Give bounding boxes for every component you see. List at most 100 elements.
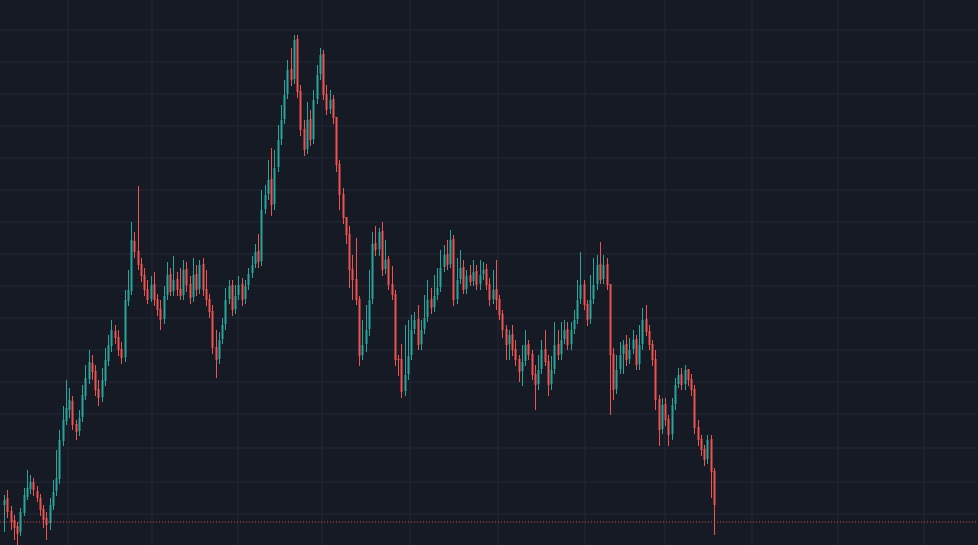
- candle-body: [280, 120, 283, 139]
- candle-body: [518, 359, 521, 372]
- candle: [622, 340, 625, 374]
- candle-body: [472, 272, 475, 281]
- candle: [84, 365, 87, 400]
- candle-body: [358, 299, 361, 356]
- candle-body: [690, 379, 693, 390]
- candle-body: [244, 286, 247, 299]
- candle: [68, 388, 71, 418]
- candle-body: [163, 296, 166, 319]
- candle-body: [550, 370, 553, 384]
- candle: [449, 230, 452, 268]
- candle: [524, 330, 527, 366]
- candle: [426, 280, 429, 322]
- candle: [452, 235, 455, 306]
- candle: [130, 222, 133, 295]
- candle-body: [84, 378, 87, 396]
- candle-body: [557, 344, 560, 355]
- candle-body: [270, 179, 273, 205]
- candle-body: [306, 120, 309, 149]
- candle-body: [104, 360, 107, 381]
- candle-body: [570, 330, 573, 344]
- candle-body: [361, 345, 364, 355]
- candle-body: [674, 385, 677, 404]
- candle: [104, 348, 107, 386]
- candle: [583, 280, 586, 310]
- candle: [75, 420, 78, 440]
- candle-body: [579, 285, 582, 299]
- candle: [267, 160, 270, 200]
- candle-body: [661, 405, 664, 429]
- candle-body: [531, 354, 534, 375]
- candle: [371, 232, 374, 304]
- candle-body: [114, 331, 117, 338]
- candle-body: [211, 311, 214, 348]
- candle-body: [710, 439, 713, 472]
- candle: [579, 252, 582, 304]
- candle: [534, 365, 537, 410]
- candle-body: [156, 299, 159, 310]
- candle: [508, 330, 511, 360]
- candle-body: [273, 168, 276, 204]
- candle-body: [228, 286, 231, 299]
- candle-body: [374, 243, 377, 250]
- candle: [430, 288, 433, 314]
- candle: [361, 320, 364, 360]
- candle: [456, 258, 459, 304]
- candle: [42, 505, 45, 528]
- candle-body: [586, 304, 589, 320]
- candle-body: [185, 269, 188, 285]
- candle: [13, 515, 16, 540]
- candle-body: [296, 39, 299, 92]
- candle: [635, 335, 638, 370]
- candle-body: [172, 280, 175, 291]
- candle-body: [133, 241, 136, 252]
- candle: [273, 150, 276, 210]
- candle-body: [198, 265, 201, 289]
- candle: [244, 280, 247, 304]
- candle-body: [687, 369, 690, 380]
- candle: [671, 398, 674, 440]
- candle-body: [202, 264, 205, 290]
- candle-body: [124, 300, 127, 357]
- candle-body: [459, 268, 462, 279]
- candle-body: [348, 234, 351, 270]
- candle: [39, 494, 42, 516]
- candle: [133, 232, 136, 258]
- candle-body: [267, 180, 270, 194]
- candle: [378, 228, 381, 256]
- candle: [16, 522, 19, 545]
- candle: [127, 270, 130, 306]
- candle-body: [534, 374, 537, 385]
- candle-body: [599, 264, 602, 280]
- candle: [290, 48, 293, 86]
- candle-body: [475, 271, 478, 285]
- candle: [462, 260, 465, 294]
- candle-body: [218, 340, 221, 359]
- candle: [23, 488, 26, 516]
- candle: [231, 280, 234, 316]
- candle-body: [606, 264, 609, 285]
- candle-body: [508, 335, 511, 344]
- candle: [625, 335, 628, 366]
- candle-body: [469, 275, 472, 282]
- candle-body: [664, 404, 667, 420]
- candle: [52, 480, 55, 510]
- candle: [505, 325, 508, 360]
- candle: [479, 260, 482, 290]
- candle-body: [495, 289, 498, 300]
- candle: [94, 365, 97, 396]
- candle-body: [332, 99, 335, 118]
- candle: [176, 272, 179, 296]
- candle: [387, 256, 390, 290]
- candle-body: [479, 275, 482, 284]
- candle-body: [622, 345, 625, 354]
- candle: [576, 280, 579, 324]
- candle-body: [612, 354, 615, 390]
- candle: [234, 285, 237, 314]
- candle-body: [368, 300, 371, 329]
- candle-body: [16, 526, 19, 534]
- candle-body: [654, 359, 657, 400]
- candle-body: [45, 518, 48, 525]
